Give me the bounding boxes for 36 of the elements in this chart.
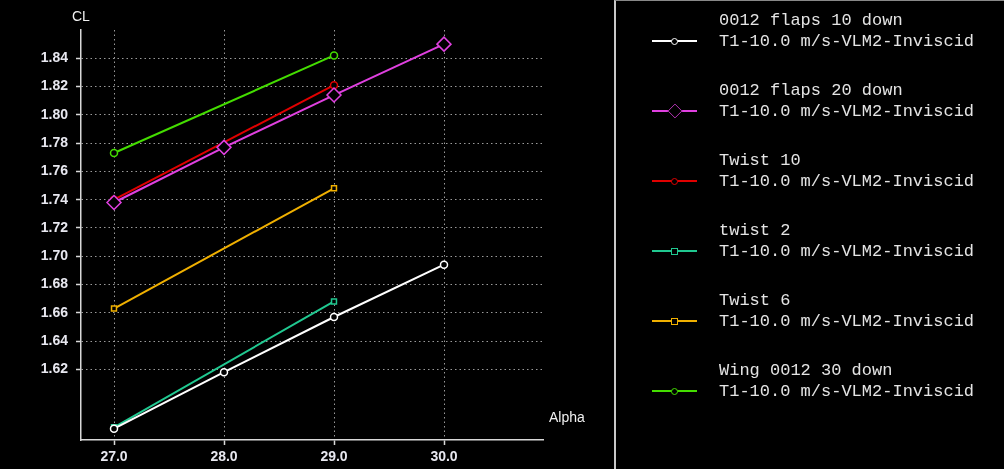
y-axis-title: CL (72, 7, 91, 24)
point (106, 194, 122, 211)
x-axis-title: Alpha (549, 408, 586, 425)
y-tick-label: 1.72 (40, 218, 69, 235)
y-tick-label: 1.80 (40, 105, 69, 122)
point (329, 312, 339, 322)
point (330, 298, 338, 305)
legend-label: twist 2 T1-10.0 m/s-VLM2-Inviscid (719, 220, 976, 262)
x-tick-label: 30.0 (430, 448, 458, 465)
y-tick-label: 1.82 (40, 77, 69, 94)
point (439, 260, 449, 269)
x-tick-label: 28.0 (210, 448, 238, 465)
y-tick-label: 1.70 (40, 247, 69, 264)
point (109, 148, 119, 158)
point (326, 87, 342, 103)
x-tick-label: 27.0 (100, 448, 128, 465)
y-tick-label: 1.68 (40, 275, 69, 292)
legend-label: 0012 flaps 10 down T1-10.0 m/s-VLM2-Inviscid (719, 10, 976, 52)
y-tick-label: 1.74 (40, 190, 69, 207)
point (216, 139, 232, 156)
point (436, 36, 452, 52)
y-tick-label: 1.84 (40, 49, 69, 66)
point (110, 305, 118, 312)
legend-label: Wing 0012 30 down T1-10.0 m/s-VLM2-Inviscid (719, 360, 976, 402)
y-tick-label: 1.76 (40, 162, 69, 179)
legend-label: 0012 flaps 20 down T1-10.0 m/s-VLM2-Inviscid (719, 80, 976, 122)
legend-label: Twist 6 T1-10.0 m/s-VLM2-Inviscid (719, 290, 976, 332)
point (329, 51, 339, 60)
y-tick-label: 1.66 (40, 303, 69, 320)
y-tick-label: 1.62 (40, 360, 69, 377)
point (330, 185, 338, 192)
y-tick-label: 1.78 (40, 133, 69, 150)
y-tick-label: 1.64 (40, 331, 69, 348)
x-tick-label: 29.0 (320, 448, 348, 465)
point (219, 367, 229, 377)
legend-label: Twist 10 T1-10.0 m/s-VLM2-Inviscid (719, 150, 976, 192)
